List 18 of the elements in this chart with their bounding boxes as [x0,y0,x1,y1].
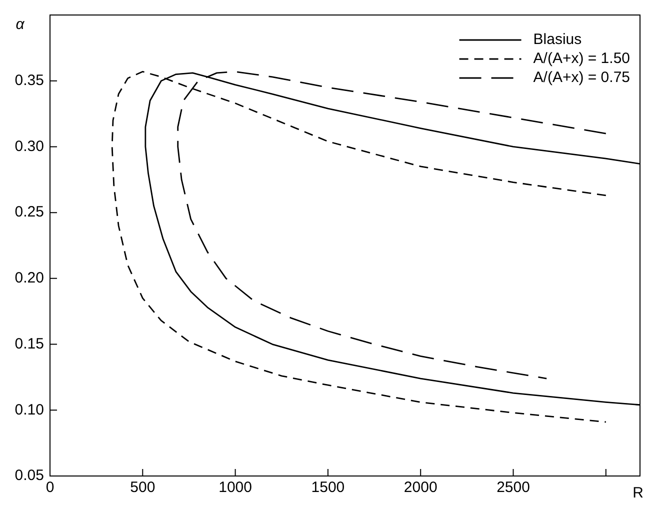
y-tick-label: 0.15 [14,335,44,352]
x-tick-label: 500 [130,479,156,496]
y-tick-label: 0.25 [14,204,44,221]
legend-label: A/(A+x) = 0.75 [533,69,630,86]
x-tick-label: 0 [46,479,54,496]
y-tick-label: 0.35 [14,72,44,89]
y-tick-label: 0.30 [14,138,44,155]
legend-label: Blasius [533,31,582,48]
y-tick-label: 0.05 [14,467,44,484]
x-axis-title: R [632,484,644,502]
legend-label: A/(A+x) = 1.50 [533,50,630,68]
y-tick-label: 0.10 [14,401,44,418]
x-tick-label: 1500 [311,479,345,496]
x-tick-label: 2000 [404,479,438,496]
y-axis-title: α [16,16,25,34]
x-tick-label: 1000 [218,479,252,496]
y-tick-label: 0.20 [14,270,44,287]
x-tick-label: 2500 [496,479,530,496]
